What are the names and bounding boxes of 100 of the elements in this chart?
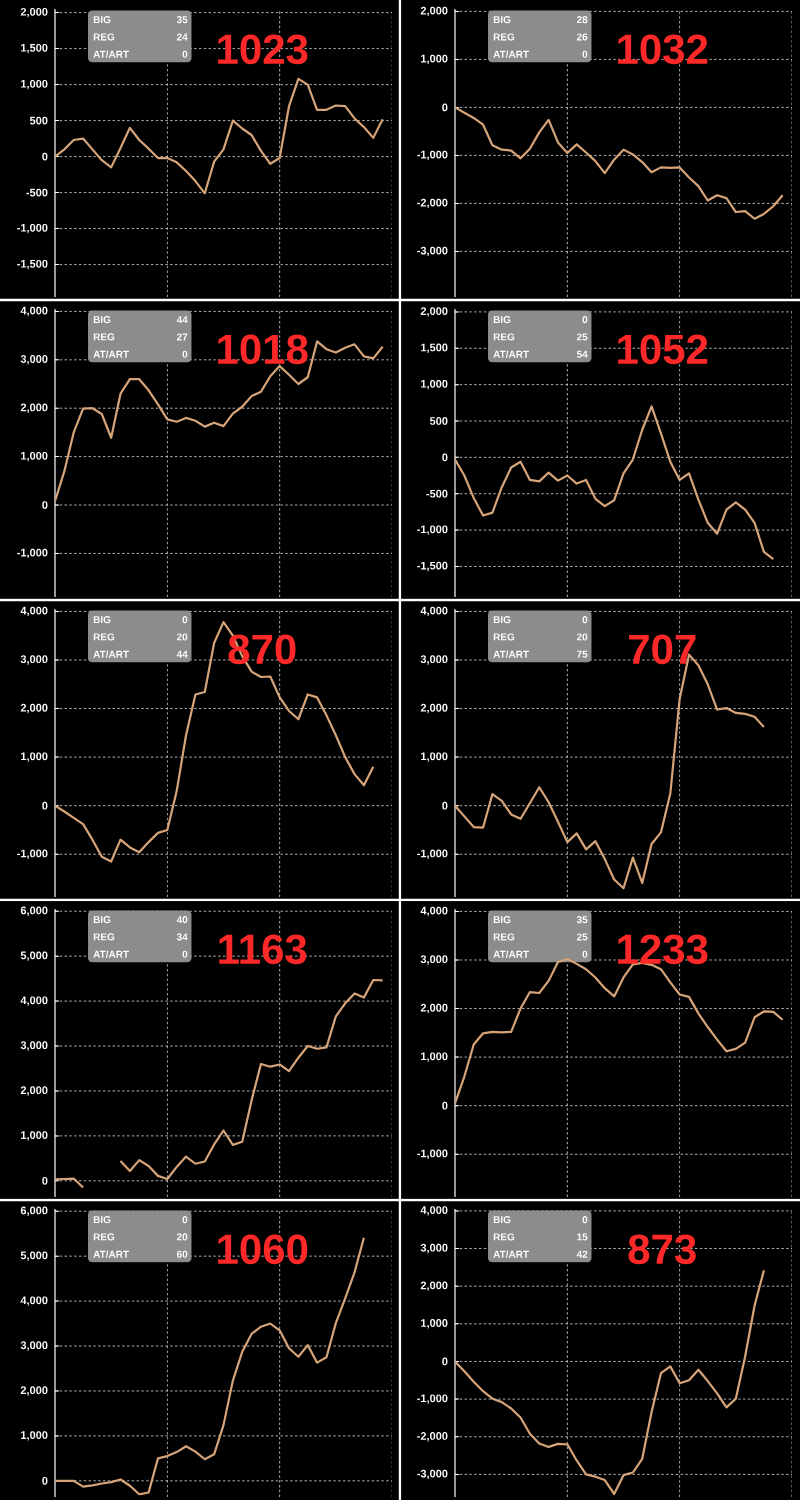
y-tick-label: 4,000 [20, 996, 48, 1006]
y-tick-label: -1,000 [417, 1394, 448, 1404]
annotation: 0 [582, 316, 588, 324]
annotation: 15 [577, 1233, 588, 1241]
annotation: 0 [182, 616, 188, 624]
y-tick-label: -1,000 [417, 150, 448, 161]
y-tick-label: 0 [442, 453, 448, 462]
y-tick-label: 0 [42, 1476, 48, 1485]
y-tick-label: -1,000 [417, 1149, 448, 1159]
annotation: REG [93, 933, 115, 941]
y-tick-label: 2,000 [420, 307, 448, 317]
annotation: AT/ART [493, 1250, 529, 1258]
annotation: REG [93, 33, 115, 41]
y-tick-label: 2,000 [20, 1086, 48, 1096]
annotation: BIG [93, 916, 111, 924]
annotation: BIG [93, 616, 111, 624]
y-tick-label: 6,000 [20, 906, 48, 916]
y-tick-label: -1,000 [417, 525, 448, 535]
annotation: 28 [576, 16, 588, 24]
y-tick-label: -500 [426, 489, 448, 498]
annotation: 44 [176, 316, 188, 324]
y-tick-label: 3,000 [20, 1341, 48, 1351]
y-tick-label: 0 [442, 103, 448, 112]
y-tick-label: -2,000 [417, 198, 448, 209]
y-tick-label: 0 [42, 1176, 48, 1185]
line-series [55, 77, 384, 195]
y-tick-label: 4,000 [420, 906, 448, 917]
annotation: 42 [576, 1250, 588, 1258]
annotation: REG [493, 633, 515, 641]
y-tick-label: -1,000 [417, 849, 448, 859]
y-tick-label: 3,000 [420, 655, 448, 665]
y-tick-label: 0 [42, 801, 48, 810]
chart-title: 1060 [218, 1234, 308, 1265]
y-tick-label: 6,000 [20, 1206, 48, 1216]
y-tick-label: 0 [42, 501, 48, 509]
y-tick-label: 3,000 [20, 1041, 48, 1051]
y-tick-label: -1,500 [417, 561, 448, 572]
annotation: 54 [576, 350, 588, 358]
annotation: 40 [176, 916, 188, 924]
annotation: REG [493, 333, 515, 341]
annotation: 0 [582, 616, 588, 624]
annotation: AT/ART [493, 350, 529, 358]
annotation: 0 [182, 950, 188, 958]
annotation: REG [93, 633, 115, 641]
y-tick-label: -1,500 [17, 259, 48, 270]
annotation: 60 [176, 1250, 188, 1258]
y-tick-label: 2,000 [20, 7, 48, 18]
annotation: AT/ART [493, 650, 529, 658]
annotation: 27 [176, 333, 188, 341]
annotation: 0 [582, 950, 588, 958]
annotation: 0 [182, 350, 188, 358]
y-tick-label: 3,000 [20, 655, 48, 665]
annotation: 34 [176, 933, 188, 941]
annotation: BIG [93, 16, 111, 24]
chart-title: 873 [628, 1234, 696, 1265]
annotation: 0 [582, 1216, 588, 1224]
chart-title: 1023 [218, 34, 308, 65]
annotation: 20 [576, 633, 588, 641]
y-tick-label: 500 [29, 116, 48, 125]
annotation: 35 [176, 16, 188, 24]
y-tick-label: 4,000 [20, 306, 48, 317]
annotation: AT/ART [93, 950, 129, 958]
y-tick-label: 0 [442, 801, 448, 810]
annotation: 35 [576, 916, 588, 924]
annotation: 25 [576, 933, 588, 941]
y-tick-label: 2,000 [20, 1386, 48, 1396]
y-tick-label: 1,500 [21, 43, 48, 54]
y-tick-label: -3,000 [417, 246, 448, 257]
y-tick-label: 5,000 [20, 951, 48, 961]
y-tick-label: 0 [442, 1357, 448, 1366]
annotation: BIG [493, 616, 511, 624]
y-tick-label: 2,000 [420, 1003, 448, 1014]
annotation: REG [93, 1233, 115, 1241]
y-tick-label: -1,000 [17, 223, 48, 234]
chart-title: 1018 [218, 334, 308, 365]
y-tick-label: 1,000 [421, 1319, 448, 1329]
line-series [455, 405, 775, 561]
annotation: AT/ART [93, 1250, 129, 1258]
y-tick-label: 1,000 [21, 1131, 48, 1141]
y-tick-label: 5,000 [20, 1251, 48, 1261]
annotation: BIG [93, 316, 111, 324]
y-tick-label: 4,000 [20, 1296, 48, 1306]
y-tick-label: 1,000 [21, 451, 48, 462]
annotation: AT/ART [493, 950, 529, 958]
annotation: AT/ART [93, 650, 129, 658]
y-tick-label: 4,000 [420, 606, 448, 617]
annotation: BIG [493, 916, 511, 924]
y-tick-label: 2,000 [20, 403, 48, 413]
y-tick-label: 1,000 [421, 54, 448, 65]
annotation: 24 [176, 33, 188, 41]
annotation: AT/ART [93, 50, 129, 58]
y-tick-label: 4,000 [420, 1206, 448, 1216]
annotation: 0 [582, 50, 588, 58]
y-tick-label: 1,000 [21, 79, 48, 90]
y-tick-label: -1,000 [17, 548, 48, 559]
y-tick-label: 0 [442, 1101, 448, 1110]
annotation: REG [493, 933, 515, 941]
y-tick-label: 3,000 [420, 1243, 448, 1254]
y-tick-label: 1,000 [421, 1052, 448, 1062]
chart-title: 1233 [618, 934, 708, 965]
